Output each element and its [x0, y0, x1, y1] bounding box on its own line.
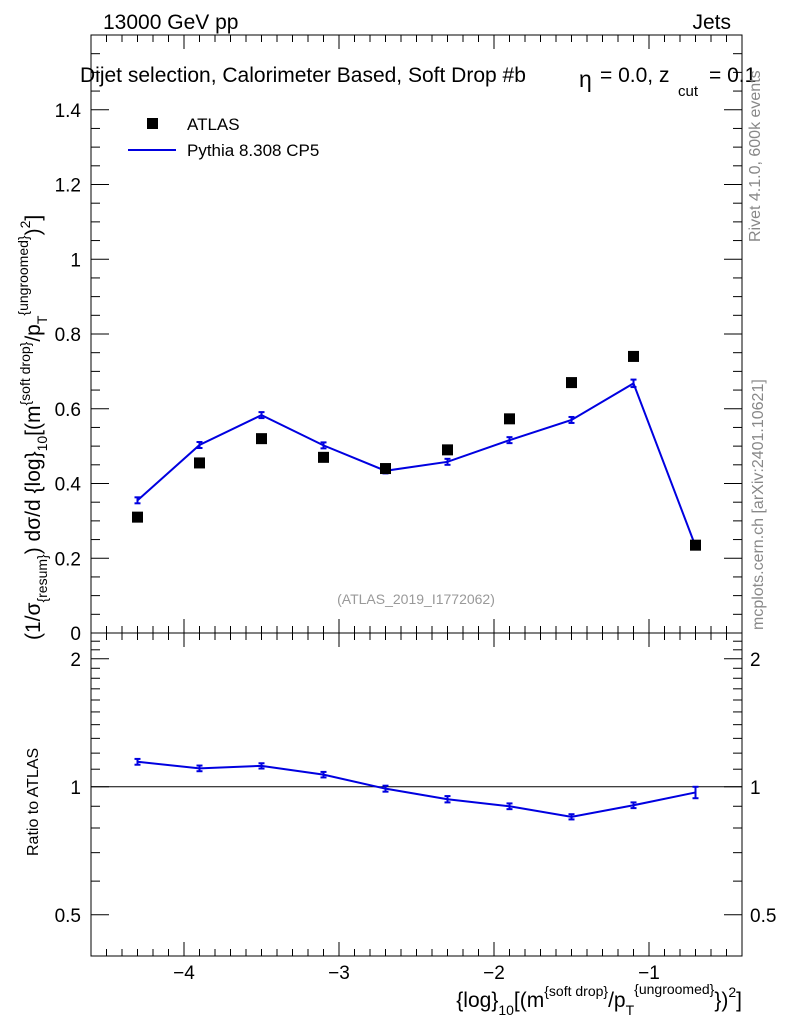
data-point — [628, 350, 639, 362]
data-point — [318, 451, 329, 463]
legend-data-marker — [147, 118, 158, 129]
x-tick-label: −3 — [328, 963, 350, 984]
ratio-y-tick-label-right: 1 — [750, 778, 761, 799]
analysis-watermark: (ATLAS_2019_I1772062) — [337, 591, 495, 607]
title-beta: = 0.0, z — [600, 64, 669, 87]
energy-label: 13000 GeV pp — [103, 11, 238, 34]
y-tick-label: 0.4 — [55, 475, 82, 496]
ratio-y-tick-label: 1 — [70, 778, 81, 799]
y-axis-title-ratio: Ratio to ATLAS — [25, 748, 42, 856]
data-point — [690, 539, 701, 551]
data-point — [132, 511, 143, 523]
mc-ratio-layer — [134, 757, 699, 821]
ratio-y-tick-label: 0.5 — [55, 906, 81, 927]
title-main: Dijet selection, Calorimeter Based, Soft… — [80, 64, 526, 87]
ratio-y-tick-label: 2 — [70, 650, 81, 671]
ticks-layer: −4 −3 −2 −1 0 0.2 0.4 0.6 0.8 1 1.2 1.4 0.5 0.5 1 1 2 2 — [55, 34, 776, 984]
x-axis-title: {log}10[(m{soft drop}/pT{ungroomed}})2] — [456, 981, 742, 1018]
plot-title: Dijet selection, Calorimeter Based, Soft… — [80, 64, 526, 87]
y-axis-title-main: (1/σ{resum}) dσ/d {log}10[(m{soft drop}/… — [15, 215, 50, 640]
data-point — [504, 413, 515, 425]
ratio-y-tick-label-right: 2 — [750, 650, 761, 671]
data-point — [442, 444, 453, 456]
x-tick-label: −1 — [638, 963, 660, 984]
mcplots-label: mcplots.cern.ch [arXiv:2401.10621] — [750, 379, 767, 630]
title-zcut-sub: cut — [678, 83, 699, 100]
legend-mc-label: Pythia 8.308 CP5 — [187, 141, 319, 160]
process-label: Jets — [692, 11, 731, 34]
rivet-label: Rivet 4.1.0, 600k events — [747, 70, 764, 242]
x-tick-label: −2 — [483, 963, 505, 984]
y-tick-label: 0.6 — [55, 400, 81, 421]
ratio-y-tick-label-right: 0.5 — [750, 906, 776, 927]
y-tick-label: 1.4 — [55, 101, 82, 122]
y-tick-label: 0.8 — [55, 325, 81, 346]
y-tick-label: 1 — [70, 250, 81, 271]
data-point — [566, 377, 577, 389]
title-zcut-val: = 0.1 — [709, 64, 756, 87]
mc-line — [136, 381, 697, 547]
y-tick-label: 0.2 — [55, 549, 81, 570]
y-tick-label: 1.2 — [55, 176, 81, 197]
x-tick-label: −4 — [173, 963, 195, 984]
data-point — [256, 433, 267, 445]
data-point — [380, 463, 391, 475]
ratio-line — [137, 760, 696, 818]
legend-data-label: ATLAS — [187, 115, 240, 134]
data-layer — [132, 350, 701, 551]
mc-main-layer — [134, 378, 699, 551]
y-tick-label: 0 — [70, 624, 81, 645]
data-point — [194, 457, 205, 469]
title-beta-symbol: η — [579, 66, 592, 92]
